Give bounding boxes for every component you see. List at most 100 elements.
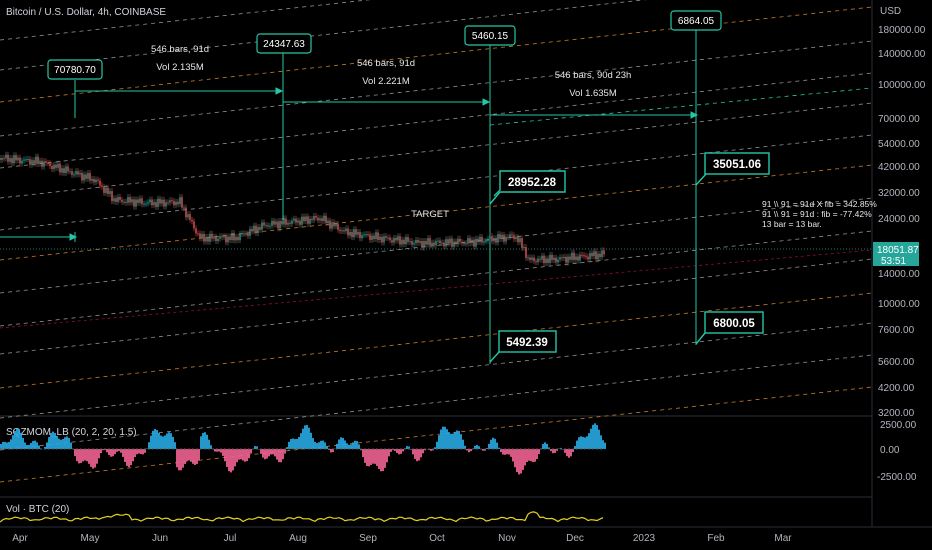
candle-body (27, 159, 29, 161)
sqz-bar (462, 439, 464, 449)
sqz-bar (128, 449, 130, 468)
candle-body (243, 233, 245, 235)
time-axis-label: Dec (566, 533, 584, 544)
candle-body (461, 241, 463, 244)
sqz-bar (270, 449, 272, 455)
sqz-bar (182, 449, 184, 468)
time-axis[interactable]: Apr May Jun Jul Aug Sep Oct Nov Dec 2023 Feb Mar (12, 533, 792, 544)
measure-lines[interactable] (0, 30, 699, 364)
sqz-bar (420, 449, 422, 458)
sqz-axis-label: 2500.00 (880, 420, 917, 431)
candle-body (463, 243, 465, 245)
candle-body (327, 220, 329, 224)
sqz-bar (456, 430, 458, 449)
fib-line (0, 249, 873, 329)
candle-body (547, 258, 549, 263)
candle-body (155, 202, 157, 207)
candle-body (459, 238, 461, 242)
price-axis[interactable]: USD 180000.00 140000.00 100000.00 70000.00 5… (873, 6, 926, 419)
candle-body (259, 227, 261, 230)
sqz-bar (520, 449, 522, 474)
sqz-bar (560, 447, 562, 449)
candle-body (239, 234, 241, 241)
candle-body (393, 237, 395, 243)
sqz-bar (502, 449, 504, 455)
price-axis-label: 70000.00 (878, 114, 920, 125)
sqz-bar (326, 446, 328, 449)
volume-panel[interactable]: Vol · BTC (20) (0, 504, 604, 523)
sqz-bar (218, 449, 220, 452)
callout-6800[interactable]: 6800.05 (695, 311, 764, 345)
candle-body (225, 236, 227, 243)
time-axis-label: May (81, 533, 100, 544)
sqz-bar (372, 449, 374, 464)
sqz-bar (266, 449, 268, 459)
sqz-bar (16, 428, 18, 449)
callout-5492[interactable]: 5492.39 (489, 330, 557, 363)
candle-body (389, 237, 391, 241)
candle-body (549, 254, 551, 263)
sqz-bar (398, 449, 400, 455)
sqz-bar (180, 449, 182, 471)
candle-body (387, 237, 389, 239)
candle-body (333, 222, 335, 227)
sqz-bar (344, 440, 346, 449)
sqz-bar (596, 425, 598, 449)
candle-body (159, 198, 161, 204)
sqz-bar (234, 449, 236, 467)
sqz-bar (366, 449, 368, 466)
candle-body (349, 232, 351, 236)
sqz-bar (132, 449, 134, 462)
sqz-bar (396, 449, 398, 453)
candle-body (157, 198, 159, 207)
candle-body (467, 238, 469, 244)
sqz-bar (152, 430, 154, 449)
candle-body (525, 247, 527, 258)
fib-line (0, 386, 873, 483)
candle-body (113, 198, 115, 202)
sqz-bar (432, 449, 434, 451)
main-price-pane[interactable] (0, 0, 872, 416)
candle-body (19, 157, 21, 164)
sqz-bar (230, 449, 232, 473)
callout-35051[interactable]: 35051.06 (695, 152, 770, 186)
sqz-bar (418, 449, 420, 461)
sqz-bar (342, 437, 344, 449)
price-candles[interactable] (0, 151, 605, 267)
sqz-bar (584, 437, 586, 449)
price-box-5460[interactable]: 5460.15 (464, 25, 516, 46)
time-axis-label: Mar (774, 533, 792, 544)
candle-body (51, 165, 53, 170)
candle-body (309, 218, 311, 224)
candle-body (421, 241, 423, 248)
price-box-70780[interactable]: 70780.70 (47, 59, 103, 80)
sqz-bar (186, 449, 188, 462)
candle-body (161, 199, 163, 204)
candle-body (445, 239, 447, 247)
sqz-bar (484, 449, 486, 451)
fib-channel-lines[interactable] (0, 0, 873, 483)
arrow-head (690, 111, 699, 119)
candle-body (273, 220, 275, 225)
candle-body (177, 201, 179, 205)
sqz-bar (242, 449, 244, 461)
symbol-title[interactable]: Bitcoin / U.S. Dollar, 4h, COINBASE (6, 7, 166, 18)
sqz-axis-label: -2500.00 (877, 472, 917, 483)
squeeze-momentum-panel[interactable]: SQZMOM_LB (20, 2, 20, 1.5) 2500.00 0.00 … (0, 420, 917, 483)
callout-28952[interactable]: 28952.28 (489, 170, 566, 205)
price-box-24347[interactable]: 24347.63 (256, 33, 312, 54)
sqz-bar (438, 435, 440, 449)
sqz-bar (574, 446, 576, 449)
candle-body (267, 225, 269, 227)
candle-body (229, 236, 231, 241)
sqz-bar (478, 446, 480, 449)
fib-line (0, 40, 873, 137)
price-box-6864[interactable]: 6864.05 (670, 10, 722, 31)
sqz-bar (78, 449, 80, 464)
sqz-bar (514, 449, 516, 468)
sqz-bar (32, 441, 34, 449)
current-price-value: 18051.87 (877, 245, 919, 256)
candle-body (181, 197, 183, 208)
price-box-label: 5460.15 (472, 31, 509, 42)
